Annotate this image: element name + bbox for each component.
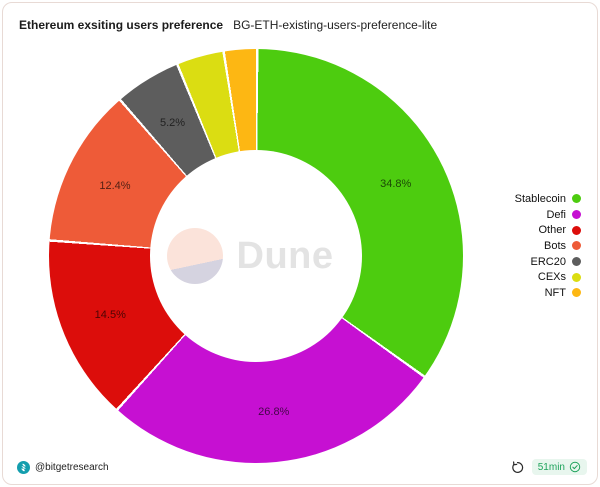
author: @bitgetresearch xyxy=(17,460,109,474)
legend-color-dot xyxy=(572,225,581,235)
author-handle: @bitgetresearch xyxy=(35,461,109,473)
legend-label: NFT xyxy=(544,286,566,299)
chart-title: Ethereum exsiting users preference xyxy=(19,18,224,32)
slice-label: 12.4% xyxy=(99,180,131,193)
chart-legend: Stablecoin Defi Other Bots ERC20 CEXs NFT xyxy=(515,191,581,301)
legend-item-other[interactable]: Other xyxy=(515,222,581,238)
legend-item-stablecoin[interactable]: Stablecoin xyxy=(515,191,581,207)
legend-label: Other xyxy=(538,224,566,237)
legend-label: Stablecoin xyxy=(514,192,566,205)
chart-footer: @bitgetresearch 51min xyxy=(17,459,587,475)
bitget-logo-icon xyxy=(17,460,30,474)
dune-watermark: Dune xyxy=(166,228,334,284)
legend-item-cexs[interactable]: CEXs xyxy=(515,269,581,285)
legend-color-dot xyxy=(572,272,581,282)
legend-label: Bots xyxy=(543,239,566,252)
slice-label: 26.8% xyxy=(258,406,290,419)
slice-label: 5.2% xyxy=(159,116,186,129)
legend-color-dot xyxy=(572,241,581,251)
refresh-icon[interactable] xyxy=(511,460,524,474)
freshness-badge[interactable]: 51min xyxy=(531,459,587,475)
legend-item-nft[interactable]: NFT xyxy=(515,285,581,301)
legend-item-defi[interactable]: Defi xyxy=(515,207,581,223)
slice-label: 34.8% xyxy=(380,177,412,190)
donut-hole: Dune xyxy=(150,150,362,362)
dune-logo-icon xyxy=(166,228,223,284)
freshness-area: 51min xyxy=(511,459,587,475)
legend-label: ERC20 xyxy=(530,255,566,268)
donut-chart: Dune 34.8% 26.8% 14.5% 12.4% 5.2% xyxy=(49,49,463,463)
legend-color-dot xyxy=(572,257,581,267)
dune-watermark-text: Dune xyxy=(236,234,334,277)
legend-item-bots[interactable]: Bots xyxy=(515,238,581,254)
legend-label: Defi xyxy=(546,208,566,221)
legend-label: CEXs xyxy=(537,271,566,284)
legend-item-erc20[interactable]: ERC20 xyxy=(515,254,581,270)
slice-label: 14.5% xyxy=(94,309,126,322)
check-circle-icon xyxy=(569,461,581,473)
freshness-text: 51min xyxy=(537,461,565,473)
legend-color-dot xyxy=(572,288,581,298)
chart-header: Ethereum exsiting users preference BG-ETH… xyxy=(19,16,437,34)
legend-color-dot xyxy=(572,210,581,220)
query-name: BG-ETH-existing-users-preference-lite xyxy=(233,18,438,32)
legend-color-dot xyxy=(572,194,581,204)
